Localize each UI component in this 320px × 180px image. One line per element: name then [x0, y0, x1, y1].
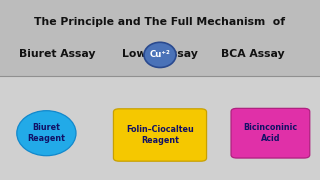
Text: The Principle and The Full Mechanism  of: The Principle and The Full Mechanism of: [35, 17, 285, 27]
Ellipse shape: [17, 111, 76, 156]
Text: Lowry Assay: Lowry Assay: [122, 49, 198, 59]
Text: Folin–Ciocalteu
Reagent: Folin–Ciocalteu Reagent: [126, 125, 194, 145]
Text: Biuret Assay: Biuret Assay: [19, 49, 96, 59]
FancyBboxPatch shape: [0, 0, 320, 76]
Text: BCA Assay: BCA Assay: [221, 49, 284, 59]
Text: Biuret
Reagent: Biuret Reagent: [28, 123, 65, 143]
Ellipse shape: [144, 42, 176, 68]
FancyBboxPatch shape: [114, 109, 207, 161]
Text: Bicinconinic
Acid: Bicinconinic Acid: [243, 123, 298, 143]
FancyBboxPatch shape: [231, 108, 310, 158]
Text: Cu⁺²: Cu⁺²: [149, 50, 171, 59]
